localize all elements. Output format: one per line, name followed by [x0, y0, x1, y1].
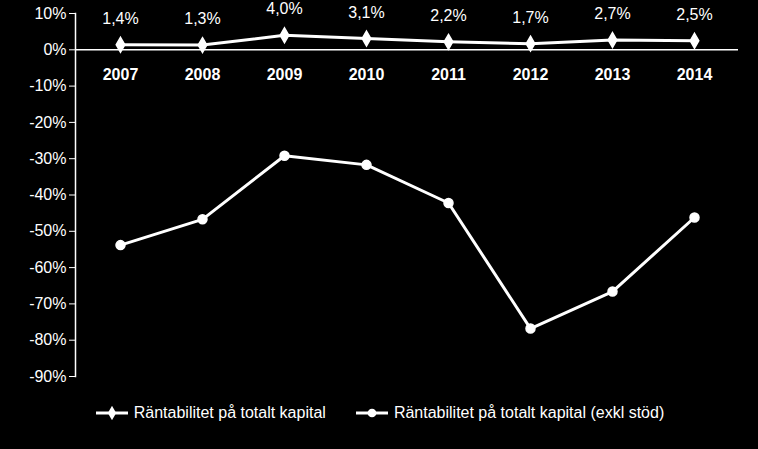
svg-text:4,0%: 4,0%: [266, 0, 302, 17]
svg-text:10%: 10%: [34, 5, 66, 22]
svg-text:0%: 0%: [43, 41, 66, 58]
svg-text:-10%: -10%: [29, 77, 66, 94]
svg-text:-90%: -90%: [29, 368, 66, 385]
svg-text:1,4%: 1,4%: [102, 10, 138, 27]
svg-text:3,1%: 3,1%: [348, 4, 384, 21]
svg-text:2,5%: 2,5%: [676, 6, 712, 23]
svg-text:2009: 2009: [267, 66, 303, 83]
svg-text:1,3%: 1,3%: [184, 10, 220, 27]
svg-text:-20%: -20%: [29, 114, 66, 131]
svg-text:-70%: -70%: [29, 295, 66, 312]
svg-text:-30%: -30%: [29, 150, 66, 167]
svg-text:2013: 2013: [595, 66, 631, 83]
svg-text:2,2%: 2,2%: [430, 7, 466, 24]
svg-text:-60%: -60%: [29, 259, 66, 276]
html-text:Räntabilitet på totalt kapital: Räntabilitet på totalt kapital: [133, 404, 326, 421]
svg-text:2010: 2010: [349, 66, 385, 83]
svg-text:2,7%: 2,7%: [594, 5, 630, 22]
svg-text:2008: 2008: [185, 66, 221, 83]
html-text:Räntabilitet på totalt kapital: Räntabilitet på totalt kapital (exkl stö…: [393, 404, 665, 421]
svg-text:2011: 2011: [431, 66, 466, 83]
svg-text:-40%: -40%: [29, 186, 66, 203]
svg-text:2014: 2014: [677, 66, 713, 83]
svg-text:1,7%: 1,7%: [512, 9, 548, 26]
svg-text:2012: 2012: [513, 66, 549, 83]
svg-text:-80%: -80%: [29, 331, 66, 348]
svg-text:-50%: -50%: [29, 222, 66, 239]
svg-text:2007: 2007: [103, 66, 139, 83]
